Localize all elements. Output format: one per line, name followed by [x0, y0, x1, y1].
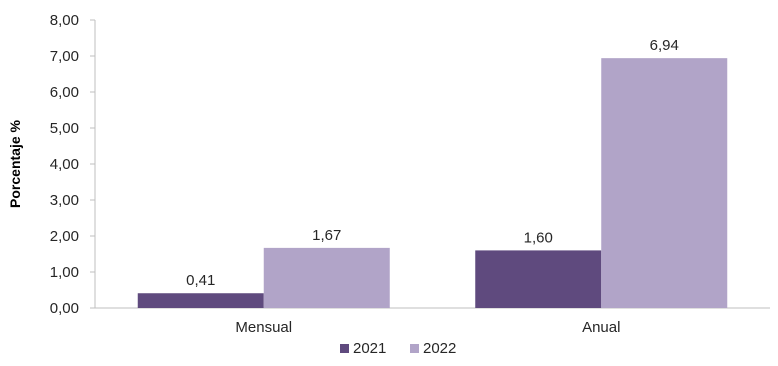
legend-label: 2022: [423, 340, 456, 357]
data-label: 0,41: [186, 272, 215, 289]
x-axis-labels: Mensual Anual: [235, 319, 620, 336]
bar-2021-anual: [475, 250, 602, 308]
y-tick-label: 7,00: [50, 48, 79, 65]
bar-2022-mensual: [263, 247, 390, 308]
legend: 2021 2022: [340, 340, 456, 357]
y-tick-label: 3,00: [50, 192, 79, 209]
data-label: 1,60: [524, 229, 553, 246]
legend-label: 2021: [353, 340, 386, 357]
x-tick-label: Anual: [582, 319, 620, 336]
y-tick-label: 2,00: [50, 228, 79, 245]
y-tick-label: 6,00: [50, 84, 79, 101]
data-label: 1,67: [312, 227, 341, 244]
y-axis-title: Porcentaje %: [7, 119, 23, 207]
legend-swatch: [410, 344, 419, 353]
bars-group: [137, 58, 728, 308]
bar-2022-anual: [601, 58, 728, 308]
data-label: 6,94: [650, 37, 679, 54]
legend-swatch: [340, 344, 349, 353]
data-labels-group: 0,41 1,67 1,60 6,94: [186, 37, 679, 289]
y-tick-label: 4,00: [50, 156, 79, 173]
y-tick-label: 1,00: [50, 264, 79, 281]
x-tick-label: Mensual: [235, 319, 292, 336]
y-tick-label: 0,00: [50, 300, 79, 317]
y-tick-label: 5,00: [50, 120, 79, 137]
y-tick-label: 8,00: [50, 12, 79, 29]
y-axis: 0,00 1,00 2,00 3,00 4,00 5,00 6,00 7,00 8,00: [50, 12, 96, 317]
bar-2021-mensual: [137, 293, 264, 308]
